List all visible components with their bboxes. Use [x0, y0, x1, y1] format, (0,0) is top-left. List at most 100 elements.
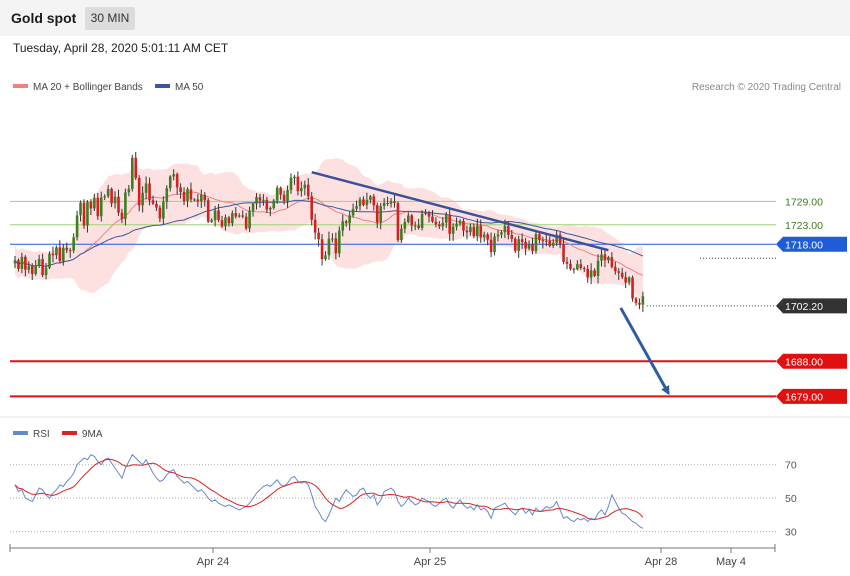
candle — [600, 247, 603, 267]
candle-body — [358, 199, 362, 207]
candle-body — [313, 219, 317, 233]
candle-body — [255, 197, 258, 204]
candle-body — [555, 234, 558, 243]
candle-body — [241, 215, 244, 217]
candle-body — [179, 187, 182, 193]
candle — [317, 228, 320, 247]
candle-body — [30, 266, 34, 274]
candle-body — [86, 201, 89, 226]
candle — [306, 177, 310, 201]
candle — [41, 253, 44, 278]
candle-body — [641, 296, 645, 305]
candle-body — [610, 257, 614, 267]
candle — [99, 191, 103, 222]
candle — [403, 218, 407, 234]
rsi-legend-swatch — [13, 431, 28, 435]
candle — [303, 180, 307, 196]
candle — [634, 296, 638, 306]
bollinger-band-fill — [15, 157, 643, 305]
candle-body — [289, 178, 293, 191]
candle-body — [182, 192, 186, 202]
candle — [444, 212, 448, 228]
candle — [617, 268, 621, 280]
price-tag-1679.00 — [776, 388, 847, 404]
candle — [407, 212, 410, 224]
candle-body — [576, 264, 579, 270]
candle-body — [237, 215, 241, 217]
candle — [262, 194, 265, 206]
candle — [265, 196, 269, 214]
candle-body — [365, 199, 369, 205]
candle — [331, 233, 334, 243]
rsi-legend-label: RSI — [33, 429, 50, 440]
candle — [382, 198, 386, 210]
candle-body — [489, 239, 493, 253]
candle — [24, 255, 27, 277]
candle-body — [596, 260, 600, 276]
candle — [62, 244, 65, 266]
candle — [48, 251, 51, 270]
candle — [448, 207, 451, 241]
candle-body — [165, 188, 169, 202]
candle — [517, 235, 520, 258]
candle-body — [103, 196, 106, 198]
level-labels: 1729.00 1723.00 1718.00 1702.20 1688.00 1679.… — [776, 196, 847, 404]
rsi-tick-label: 70 — [785, 460, 797, 472]
timeframe-button[interactable]: 30 MIN — [85, 7, 135, 30]
candle-body — [141, 192, 144, 206]
candle-body — [224, 217, 227, 227]
candle-body — [607, 257, 610, 261]
candle-body — [99, 197, 103, 217]
rsi-tick-label: 50 — [785, 493, 797, 505]
candle-body — [589, 270, 593, 278]
candle — [341, 214, 345, 237]
candle-body — [175, 174, 179, 188]
ma20-legend-swatch — [13, 84, 28, 88]
candle-body — [231, 213, 234, 224]
candle-body — [158, 207, 162, 219]
candle — [282, 190, 286, 205]
candle — [113, 191, 117, 209]
candle-body — [293, 176, 296, 178]
rsi-gridlines: 70 50 30 — [10, 460, 797, 539]
candle — [248, 206, 251, 233]
candle-body — [355, 206, 358, 209]
candle-body — [410, 215, 414, 226]
candle — [486, 232, 489, 246]
candle — [493, 233, 496, 256]
ma20-legend-label: MA 20 + Bollinger Bands — [33, 82, 143, 93]
candle-body — [510, 234, 514, 239]
candle — [420, 210, 424, 231]
candle-body — [324, 255, 327, 260]
candle-body — [434, 221, 438, 225]
candle — [369, 194, 372, 204]
candle-body — [13, 260, 17, 264]
candle-body — [27, 266, 31, 270]
candle-body — [310, 196, 313, 220]
candle-body — [431, 216, 434, 222]
candle — [275, 185, 279, 204]
candle — [172, 169, 175, 181]
candle — [469, 223, 472, 236]
candle-body — [379, 206, 382, 223]
x-axis-ticks: Apr 24 Apr 25 Apr 28 May 4 — [9, 544, 776, 568]
candle — [462, 218, 465, 237]
candle-body — [572, 268, 576, 270]
candle-body — [72, 237, 75, 251]
candle-body — [106, 188, 110, 197]
candle — [75, 210, 79, 241]
candle-body — [407, 215, 410, 223]
candle-body — [541, 240, 545, 242]
candle — [120, 208, 124, 224]
candle-body — [620, 272, 624, 278]
candle — [562, 239, 565, 265]
candle — [96, 192, 100, 220]
candle — [144, 176, 148, 200]
candle — [555, 230, 558, 246]
candle-body — [282, 194, 286, 202]
candle — [110, 187, 113, 208]
candle — [269, 206, 272, 217]
candle — [89, 199, 93, 216]
candle-body — [300, 188, 303, 192]
